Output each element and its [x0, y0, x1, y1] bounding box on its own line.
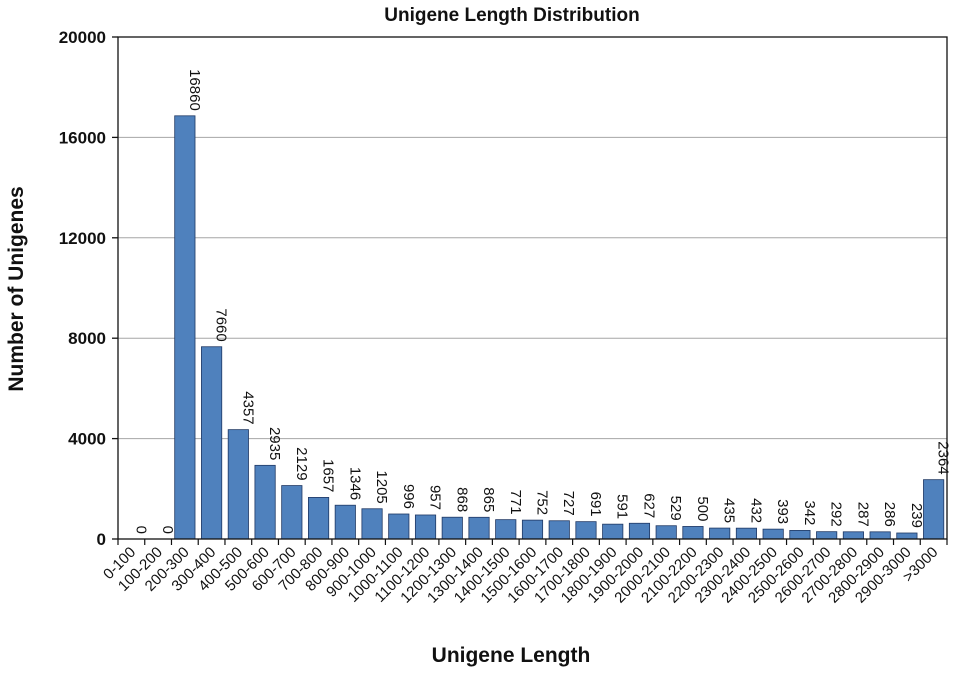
bar	[923, 479, 945, 540]
data-label: 691	[587, 492, 604, 517]
y-tick-label: 20000	[59, 28, 106, 47]
bar	[308, 497, 330, 540]
bar	[682, 526, 704, 540]
bar	[495, 519, 517, 540]
data-label: 996	[400, 484, 417, 509]
bar	[281, 485, 303, 540]
bar	[388, 513, 410, 540]
bar	[254, 464, 276, 540]
bar	[201, 346, 223, 540]
bar	[334, 504, 356, 540]
bar	[174, 115, 196, 540]
y-axis-title: Number of Unigenes	[5, 186, 28, 391]
y-tick-label: 16000	[59, 128, 106, 147]
data-label: 500	[694, 496, 711, 521]
data-label: 2129	[293, 447, 310, 480]
y-tick-label: 0	[97, 530, 106, 549]
bar	[575, 521, 597, 540]
x-axis-ticks: 0-100100-200200-300300-400400-500500-600…	[100, 539, 948, 607]
bars	[174, 115, 945, 540]
plot-frame	[117, 36, 948, 540]
data-label: 771	[507, 490, 524, 515]
bar	[869, 531, 891, 540]
chart-title: Unigene Length Distribution	[384, 5, 639, 26]
bar	[361, 508, 383, 540]
data-label: 752	[534, 490, 551, 515]
data-label: 16860	[186, 69, 203, 111]
data-label: 1205	[373, 470, 390, 503]
data-label: 529	[667, 496, 684, 521]
bar	[816, 531, 838, 540]
data-label: 0	[132, 526, 149, 534]
data-label: 1346	[346, 467, 363, 500]
data-label: 0	[159, 526, 176, 534]
data-label: 342	[801, 500, 818, 525]
data-label: 865	[480, 487, 497, 512]
data-label: 286	[881, 502, 898, 527]
bar	[655, 525, 677, 540]
data-label: 868	[453, 487, 470, 512]
bar	[789, 530, 811, 540]
bar	[521, 519, 544, 540]
bar	[602, 523, 624, 540]
data-label: 2364	[935, 441, 952, 474]
data-label: 727	[560, 491, 577, 516]
data-label: 435	[721, 498, 738, 523]
bar	[842, 531, 864, 540]
data-label: 432	[747, 498, 764, 523]
data-label: 239	[908, 503, 925, 528]
bar	[709, 527, 731, 540]
bar	[227, 429, 249, 540]
bar	[414, 514, 437, 540]
data-label: 393	[774, 499, 791, 524]
y-axis-ticks: 0 4000 8000 12000 16000 20000	[59, 28, 118, 549]
data-label: 627	[640, 493, 657, 518]
data-label: 591	[614, 494, 631, 519]
y-tick-label: 4000	[68, 430, 106, 449]
data-labels: 0 0 16860 7660 4357 2935 2129 1657 1346 1205 996 95…	[132, 69, 951, 534]
gridlines	[118, 136, 947, 440]
y-tick-label: 12000	[59, 229, 106, 248]
data-label: 7660	[213, 308, 230, 341]
data-label: 2935	[266, 427, 283, 460]
data-label: 1657	[320, 459, 337, 492]
bar	[468, 516, 490, 540]
data-label: 287	[854, 502, 871, 527]
x-axis-title: Unigene Length	[432, 644, 591, 667]
bar	[628, 522, 651, 540]
data-label: 4357	[239, 391, 256, 424]
bar	[762, 528, 784, 540]
bar	[548, 520, 570, 540]
bar	[735, 527, 757, 540]
bar	[441, 516, 463, 540]
data-label: 292	[828, 502, 845, 527]
y-tick-label: 8000	[68, 329, 106, 348]
bar	[896, 532, 918, 540]
data-label: 957	[427, 485, 444, 510]
